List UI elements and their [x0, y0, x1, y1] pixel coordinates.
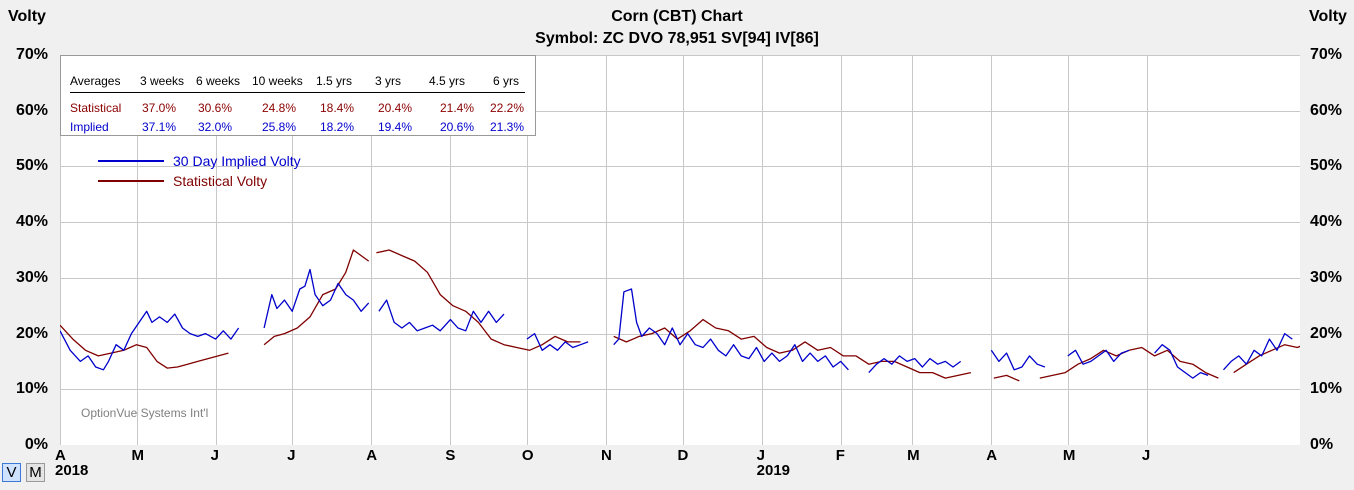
implied-series [59, 268, 1354, 379]
averages-cell: 21.4% [440, 101, 474, 115]
y-tick-label-right: 40% [1310, 213, 1343, 231]
averages-cell: 18.2% [320, 120, 354, 134]
x-tick-label: M [131, 447, 145, 464]
y-tick-label-left: 30% [15, 268, 48, 286]
y-tick-label-right: 70% [1310, 46, 1343, 63]
statistical-series [59, 249, 1354, 382]
left-axis-label: Volty [8, 8, 46, 25]
x-tick-label: A [55, 447, 66, 464]
x-tick-label: N [601, 447, 612, 464]
averages-table-box [60, 55, 536, 136]
right-axis-label: Volty [1309, 8, 1347, 25]
plot-area: Averages 3 weeks 6 weeks 10 weeks 1.5 yrs 3 y… [59, 55, 1354, 446]
averages-cell: 32.0% [198, 120, 232, 134]
chart-subtitle: Symbol: ZC DVO 78,951 SV[94] IV[86] [535, 30, 819, 47]
series-line-segment [993, 374, 1020, 382]
legend-label: Statistical Volty [173, 173, 267, 189]
averages-header-cell: 3 yrs [375, 74, 401, 88]
series-line-segment [526, 332, 589, 351]
x-tick-label: O [521, 447, 534, 464]
series-line-segment [613, 318, 972, 379]
series-line-segment [1039, 346, 1219, 379]
x-tick-label: J [210, 447, 219, 464]
y-tick-label-right: 60% [1310, 101, 1343, 119]
series-line-segment [1154, 344, 1209, 379]
y-tick-label-left: 60% [15, 101, 48, 119]
averages-cell: 37.1% [142, 120, 176, 134]
averages-header-cell: 6 weeks [196, 74, 240, 88]
series-line-segment [59, 310, 240, 371]
averages-cell: 21.3% [490, 120, 524, 134]
series-line-segment [1067, 349, 1130, 365]
year-label: 2019 [756, 462, 791, 479]
chart-title: Corn (CBT) Chart [611, 8, 743, 25]
series-line-segment [263, 249, 370, 346]
series-line-segment [1223, 332, 1293, 371]
averages-cell: 37.0% [142, 101, 176, 115]
x-tick-label: A [986, 447, 998, 464]
year-label: 2018 [55, 462, 89, 479]
chart-svg: Averages 3 weeks 6 weeks 10 weeks 1.5 yrs 3 y… [59, 55, 1354, 446]
view-m-button[interactable]: M [26, 463, 45, 482]
y-tick-label-left: 20% [15, 324, 48, 342]
averages-header-cell: Averages [70, 74, 120, 88]
averages-cell: 30.6% [198, 101, 232, 115]
series-line-segment [59, 324, 229, 369]
x-tick-label: S [445, 447, 456, 464]
x-tick-label: F [835, 447, 845, 464]
legend: 30 Day Implied Volty Statistical Volty [98, 153, 301, 189]
y-tick-label-right: 0% [1310, 436, 1334, 453]
series-line-segment [613, 288, 849, 371]
y-tick-label-right: 10% [1310, 380, 1343, 398]
x-tick-label: M [1062, 447, 1076, 464]
y-tick-label-right: 50% [1310, 157, 1343, 175]
averages-header-cell: 3 weeks [140, 74, 184, 88]
x-tick-label: J [756, 447, 765, 464]
series-line-segment [990, 349, 1046, 371]
y-tick-label-right: 20% [1310, 324, 1343, 342]
view-v-button[interactable]: V [2, 463, 21, 482]
x-tick-label: M [907, 447, 920, 464]
averages-cell: 25.8% [262, 120, 296, 134]
y-tick-label-left: 70% [15, 46, 48, 63]
y-tick-label-left: 40% [15, 213, 48, 231]
x-tick-label: J [1141, 447, 1151, 464]
series-line-segment [378, 299, 505, 332]
averages-header-cell: 1.5 yrs [316, 74, 352, 88]
watermark: OptionVue Systems Int'l [81, 406, 208, 420]
series-line-segment [1233, 326, 1354, 374]
averages-cell: 19.4% [378, 120, 412, 134]
y-tick-label-right: 30% [1310, 268, 1343, 286]
series-line-segment [376, 249, 581, 351]
averages-row-label: Statistical [70, 101, 121, 115]
series-line-segment [263, 268, 370, 329]
series-line-segment [868, 355, 962, 374]
y-tick-label-left: 0% [24, 436, 48, 453]
averages-cell: 18.4% [320, 101, 354, 115]
averages-header-cell: 10 weeks [252, 74, 303, 88]
averages-cell: 24.8% [262, 101, 296, 115]
x-tick-label: A [366, 447, 378, 464]
averages-table: Averages 3 weeks 6 weeks 10 weeks 1.5 yrs 3 y… [60, 55, 536, 136]
y-tick-label-left: 50% [15, 157, 48, 175]
x-tick-label: J [287, 447, 296, 464]
averages-header-cell: 6 yrs [493, 74, 519, 88]
averages-cell: 20.6% [440, 120, 474, 134]
y-tick-label-left: 10% [15, 380, 48, 398]
legend-label: 30 Day Implied Volty [173, 153, 301, 169]
averages-row-label: Implied [70, 120, 109, 134]
averages-cell: 22.2% [490, 101, 524, 115]
averages-cell: 20.4% [378, 101, 412, 115]
x-tick-label: D [677, 447, 689, 464]
averages-header-cell: 4.5 yrs [429, 74, 465, 88]
